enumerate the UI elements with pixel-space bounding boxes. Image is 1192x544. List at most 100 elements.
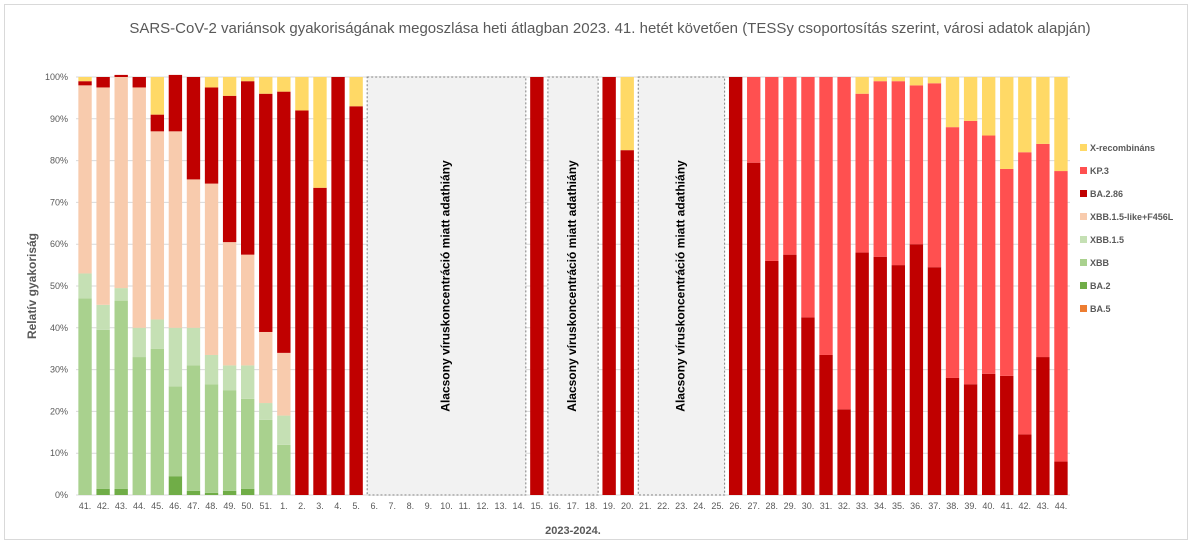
bar-segment <box>96 77 110 88</box>
bar-segment <box>349 106 363 495</box>
bar-segment <box>241 254 255 366</box>
bar-segment <box>981 77 996 136</box>
x-tick-label: 39. <box>964 501 977 511</box>
x-tick-label: 21. <box>639 501 652 511</box>
bar-segment <box>873 81 887 257</box>
bar-segment <box>277 77 291 92</box>
x-tick-label: 30. <box>802 501 815 511</box>
bar-segment <box>132 327 146 358</box>
bar-segment <box>747 162 761 495</box>
bar-segment <box>927 267 942 495</box>
legend-label: XBB <box>1090 258 1110 268</box>
x-tick-label: 33. <box>856 501 869 511</box>
x-tick-label: 4. <box>334 501 342 511</box>
bar-segment <box>186 365 201 491</box>
x-tick-label: 27. <box>747 501 760 511</box>
bar-segment <box>222 390 237 491</box>
missing-data-box <box>547 76 599 496</box>
bar-segment <box>909 77 924 86</box>
bar-segment <box>277 91 291 353</box>
x-tick-label: 51. <box>260 501 273 511</box>
x-tick-label: 32. <box>838 501 851 511</box>
bar-segment <box>313 187 327 495</box>
bar-segment <box>241 77 255 82</box>
bar-segment <box>945 127 960 378</box>
bar-segment <box>945 377 960 495</box>
bar-segment <box>981 135 996 374</box>
y-tick-label: 0% <box>55 490 68 500</box>
x-tick-label: 6. <box>370 501 378 511</box>
bar-segment <box>114 300 128 489</box>
bar-segment <box>150 319 165 349</box>
bar-segment <box>241 398 255 489</box>
bar-segment <box>1036 143 1050 358</box>
x-tick-label: 2. <box>298 501 306 511</box>
x-tick-label: 29. <box>784 501 797 511</box>
x-axis-ticks: 41. 42. 43. 44. 45. 46. 47. 48. 49. 50. 51. 1. 2. 3. 4… <box>79 501 1067 511</box>
bar-segment <box>168 327 183 387</box>
bar-segment <box>801 77 815 318</box>
y-axis-ticks: 0% 10% 20% 30% 40% 50% 60% 70% 80% 90% 100% <box>45 72 68 500</box>
legend-label: BA.5 <box>1090 304 1111 314</box>
x-tick-label: 24. <box>693 501 706 511</box>
bar-segment <box>891 265 905 495</box>
bar-segment <box>132 77 146 88</box>
y-tick-label: 60% <box>50 239 68 249</box>
bar-segment <box>855 252 869 495</box>
x-axis-label: 2023-2024. <box>545 525 601 537</box>
bar-segment <box>963 77 978 121</box>
bar-segment <box>295 77 309 111</box>
x-tick-label: 9. <box>425 501 433 511</box>
bar-segment <box>168 74 183 132</box>
bar-segment <box>981 373 996 495</box>
bar-segment <box>873 77 887 82</box>
bar-segment <box>891 77 905 82</box>
bar-segment <box>927 83 942 268</box>
bar-segment <box>114 74 128 77</box>
y-tick-label: 30% <box>50 365 68 375</box>
bar-segment <box>78 273 92 299</box>
bar-segment <box>132 357 146 495</box>
bar-segment <box>620 77 634 151</box>
bar-segment <box>873 256 887 495</box>
bar-segment <box>1018 77 1032 153</box>
x-tick-label: 14. <box>513 501 526 511</box>
bar-segment <box>1000 168 1014 376</box>
x-tick-label: 34. <box>874 501 887 511</box>
x-tick-label: 40. <box>982 501 995 511</box>
bar-segment <box>259 331 273 404</box>
x-tick-label: 1. <box>280 501 288 511</box>
legend-swatch <box>1080 305 1087 312</box>
bar-segment <box>855 93 869 253</box>
x-tick-label: 49. <box>223 501 236 511</box>
bar-segment <box>186 77 201 180</box>
legend-label: BA.2 <box>1090 281 1111 291</box>
bar-segment <box>295 110 309 495</box>
x-tick-label: 38. <box>946 501 959 511</box>
x-tick-label: 12. <box>476 501 489 511</box>
bar-segment <box>114 288 128 301</box>
x-tick-label: 45. <box>151 501 164 511</box>
bar-segment <box>765 260 779 495</box>
bar-segment <box>241 81 255 255</box>
bar-segment <box>783 77 797 255</box>
bar-segment <box>150 131 165 320</box>
x-tick-label: 31. <box>820 501 833 511</box>
bar-segment <box>150 114 165 132</box>
bar-segment <box>837 77 851 410</box>
bar-segment <box>747 77 761 163</box>
bar-segment <box>1054 171 1068 462</box>
bar-segment <box>96 329 110 489</box>
x-tick-label: 26. <box>729 501 742 511</box>
bar-segment <box>222 95 237 243</box>
x-tick-label: 25. <box>711 501 724 511</box>
bar-segment <box>765 77 779 261</box>
bar-segment <box>1054 461 1068 495</box>
x-tick-label: 42. <box>97 501 110 511</box>
bar-segment <box>1000 375 1014 495</box>
x-tick-label: 10. <box>440 501 453 511</box>
legend: X-recombináns KP.3 BA.2.86 XBB.1.5-like+F45… <box>1080 143 1174 314</box>
bar-segment <box>204 77 219 88</box>
bar-segment <box>204 492 219 495</box>
bar-segment <box>259 93 273 332</box>
